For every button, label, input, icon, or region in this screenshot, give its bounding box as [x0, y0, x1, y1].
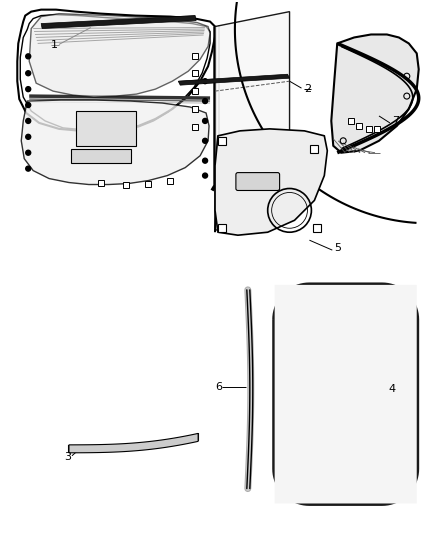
Polygon shape	[29, 14, 210, 97]
Polygon shape	[215, 12, 290, 230]
Circle shape	[26, 87, 31, 92]
Circle shape	[26, 134, 31, 139]
Bar	[366, 126, 372, 132]
Bar	[123, 182, 129, 188]
Circle shape	[26, 71, 31, 76]
Bar	[356, 123, 362, 129]
Text: 5: 5	[334, 243, 341, 253]
Polygon shape	[71, 149, 131, 163]
Polygon shape	[215, 129, 327, 235]
Bar	[218, 224, 226, 232]
Bar	[192, 106, 198, 112]
Bar	[145, 181, 152, 187]
Polygon shape	[76, 111, 135, 146]
Circle shape	[26, 102, 31, 108]
Bar	[311, 145, 318, 153]
Text: 2: 2	[304, 84, 311, 94]
FancyBboxPatch shape	[275, 285, 417, 504]
Circle shape	[203, 118, 208, 124]
Text: 7: 7	[392, 116, 399, 126]
Polygon shape	[41, 15, 196, 29]
Polygon shape	[17, 10, 215, 131]
Circle shape	[26, 118, 31, 124]
Bar	[348, 118, 354, 124]
Bar	[192, 70, 198, 76]
Bar	[192, 53, 198, 59]
Circle shape	[203, 79, 208, 84]
Polygon shape	[21, 100, 209, 184]
Text: 1: 1	[51, 41, 58, 51]
Bar	[374, 126, 380, 132]
Bar	[167, 177, 173, 183]
Circle shape	[26, 54, 31, 59]
Circle shape	[203, 173, 208, 178]
Bar	[192, 124, 198, 130]
Bar	[218, 137, 226, 145]
Text: 4: 4	[389, 384, 396, 394]
Polygon shape	[178, 74, 290, 85]
Polygon shape	[331, 35, 419, 153]
Circle shape	[26, 166, 31, 171]
Bar	[314, 224, 321, 232]
Bar	[98, 180, 104, 185]
Circle shape	[26, 150, 31, 155]
Circle shape	[203, 158, 208, 163]
Bar	[192, 88, 198, 94]
Circle shape	[203, 139, 208, 143]
Text: 6: 6	[215, 382, 222, 392]
Text: 3: 3	[64, 452, 71, 462]
Polygon shape	[69, 433, 198, 453]
Circle shape	[203, 99, 208, 103]
FancyBboxPatch shape	[236, 173, 279, 190]
